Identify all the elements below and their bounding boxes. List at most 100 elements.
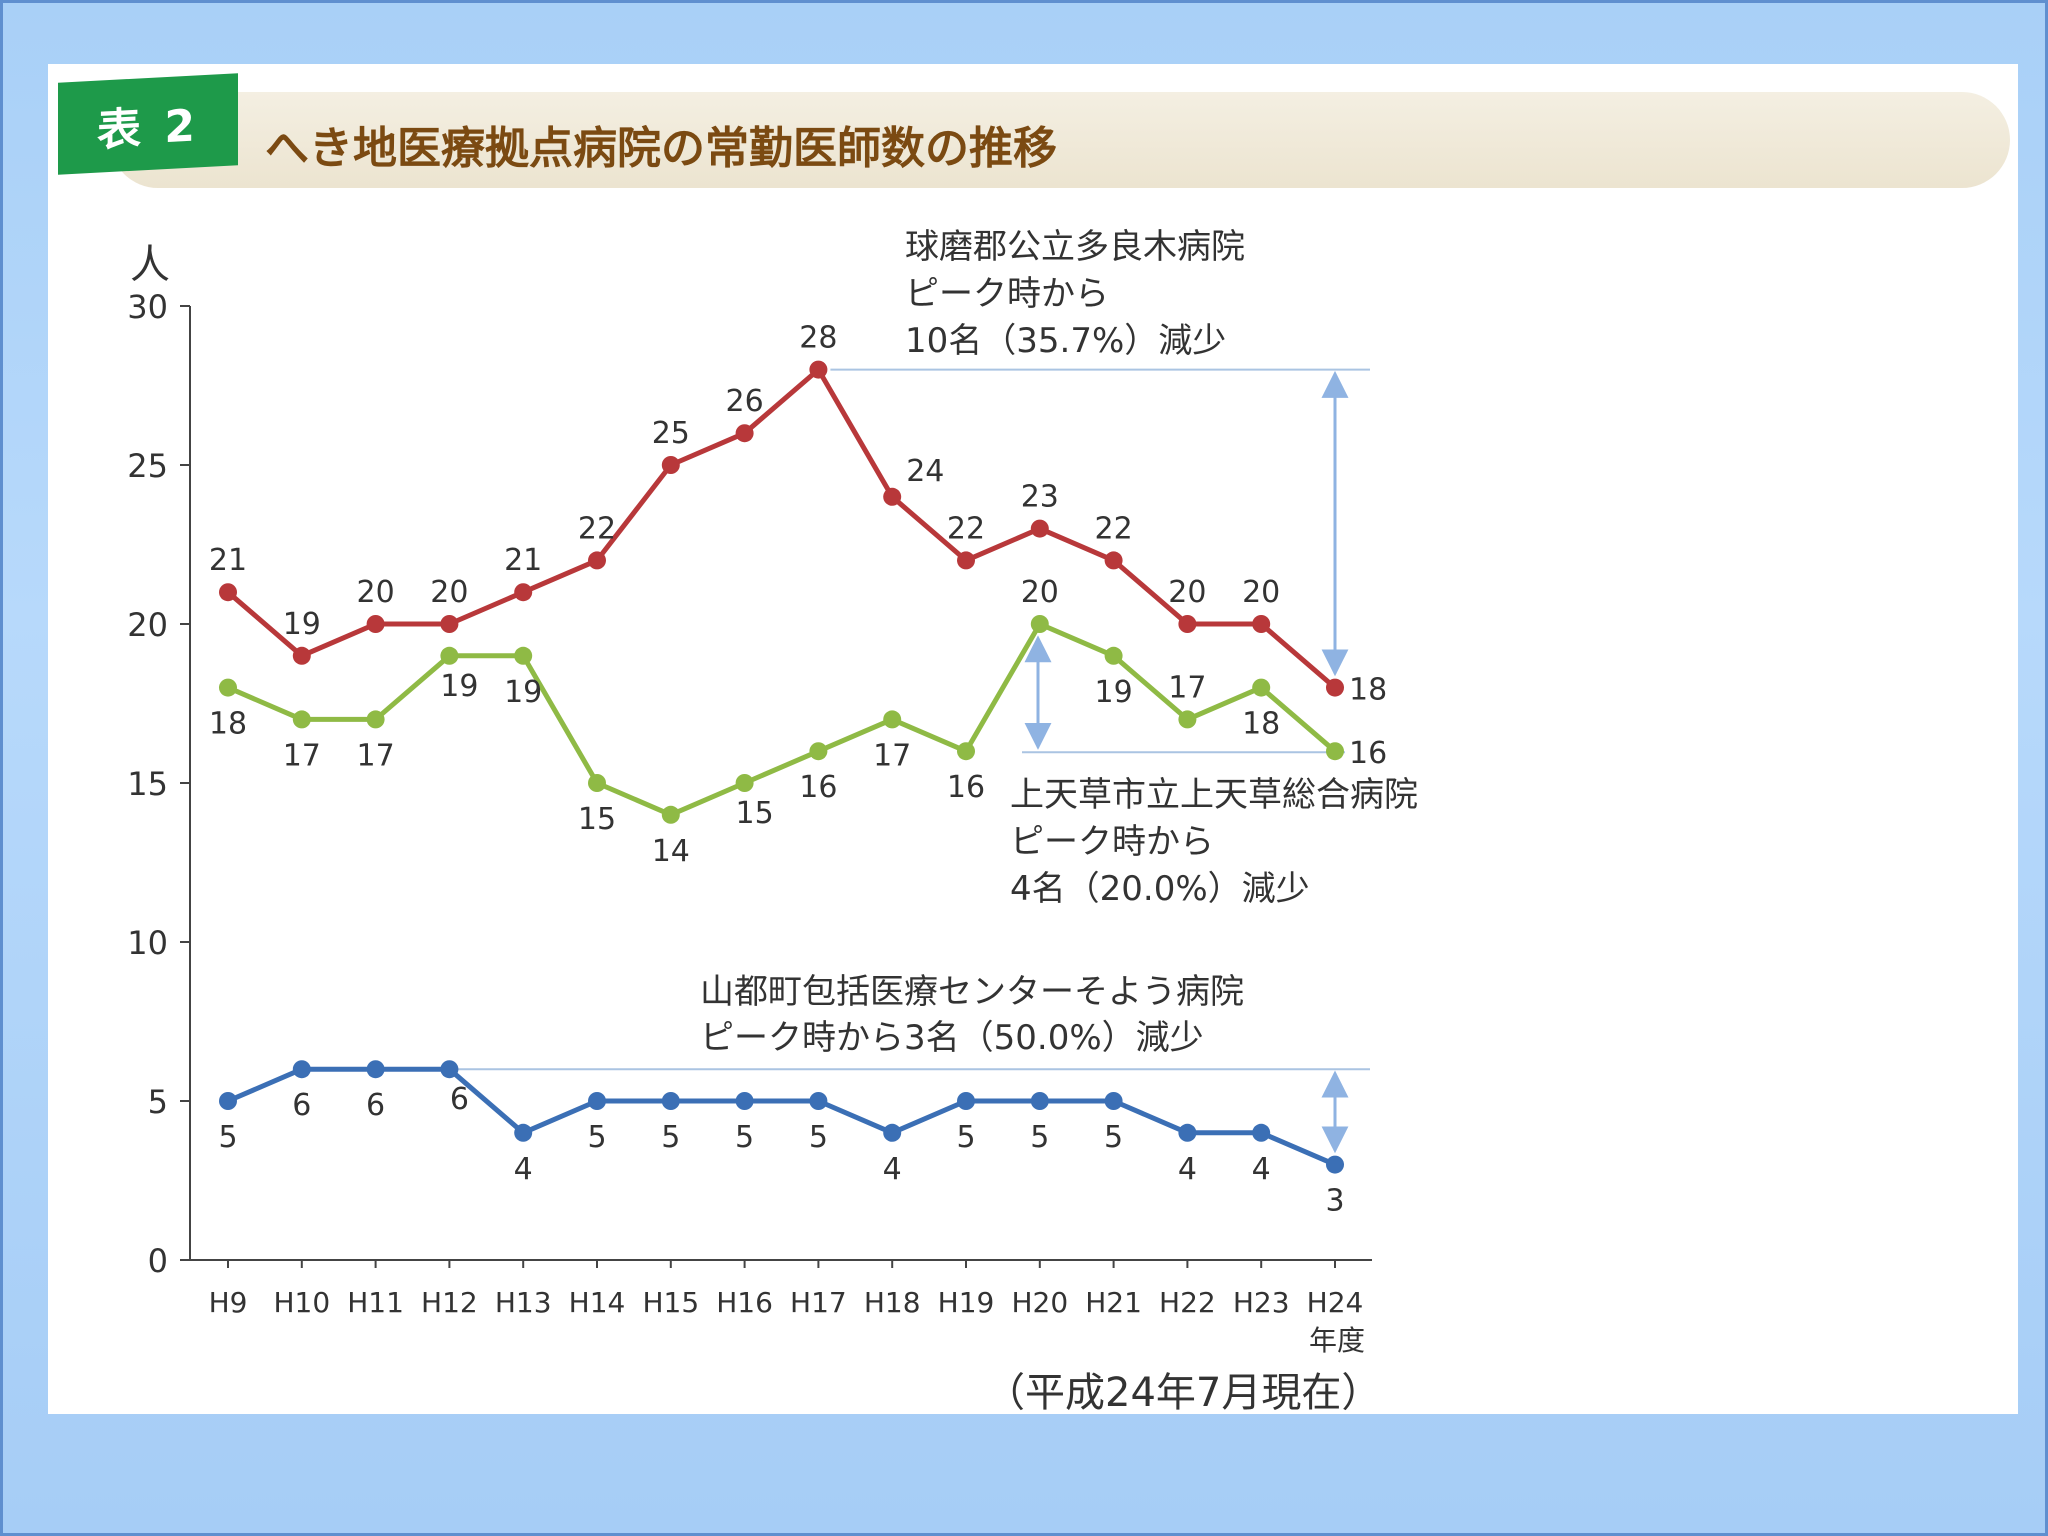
annotation-guides (313, 368, 1370, 1154)
data-point-blue (661, 1092, 680, 1110)
data-point-red (1326, 678, 1344, 697)
x-axis-label: 年度 (1309, 1324, 1365, 1357)
data-label-red: 22 (1095, 511, 1133, 546)
x-tick-label: H24 (1307, 1286, 1364, 1319)
data-label-green: 16 (799, 770, 837, 805)
annotation-line-green: 4名（20.0%）減少 (1010, 869, 1310, 909)
y-tick-label: 30 (127, 288, 168, 326)
data-label-red: 22 (578, 511, 616, 546)
y-tick-label: 5 (148, 1083, 168, 1121)
data-point-green (883, 710, 902, 729)
data-point-red (440, 615, 459, 633)
data-point-blue (809, 1092, 828, 1110)
x-tick-label: H18 (864, 1286, 921, 1319)
data-label-green: 18 (209, 707, 247, 742)
data-point-blue (1326, 1155, 1344, 1174)
x-tick-label: H20 (1011, 1286, 1068, 1319)
data-point-green (1178, 710, 1197, 729)
data-label-blue: 4 (1252, 1152, 1271, 1187)
annotation-line-red: 球磨郡公立多良木病院 (905, 227, 1245, 267)
data-point-blue (440, 1060, 459, 1079)
data-point-red (1252, 615, 1271, 633)
data-point-blue (735, 1092, 754, 1110)
data-label-blue: 5 (218, 1120, 237, 1155)
chart-title: へき地医療拠点病院の常勤医師数の推移 (265, 123, 1057, 174)
data-point-blue (1252, 1123, 1271, 1142)
data-point-green (1252, 678, 1271, 697)
data-point-green (366, 710, 385, 729)
data-point-green (1326, 742, 1344, 761)
annotation-line-blue: ピーク時から3名（50.0%）減少 (700, 1018, 1204, 1058)
data-label-blue: 3 (1325, 1184, 1344, 1219)
data-label-green: 17 (1168, 670, 1206, 705)
data-label-red: 19 (283, 607, 321, 642)
data-point-red (514, 583, 533, 602)
annotation-line-green: 上天草市立上天草総合病院 (1010, 775, 1418, 815)
data-point-blue (1030, 1092, 1049, 1110)
data-label-red: 26 (726, 384, 764, 419)
data-label-red: 24 (906, 454, 944, 489)
data-label-blue: 6 (450, 1082, 469, 1117)
annotation-line-green: ピーク時から (1010, 822, 1214, 862)
data-point-green (219, 678, 237, 697)
data-point-blue (588, 1092, 606, 1110)
data-label-blue: 4 (514, 1152, 533, 1187)
data-point-blue (1104, 1092, 1123, 1110)
data-label-green: 16 (1349, 736, 1387, 771)
data-point-red (1178, 615, 1197, 633)
annotation-line-red: ピーク時から (905, 274, 1109, 314)
data-point-blue (514, 1123, 533, 1142)
data-label-blue: 5 (587, 1120, 606, 1155)
data-label-green: 16 (947, 770, 985, 805)
series-line-green (227, 621, 1337, 818)
data-point-red (1030, 519, 1049, 538)
data-label-blue: 6 (366, 1088, 385, 1123)
data-label-blue: 4 (1178, 1152, 1197, 1187)
as-of-note: （平成24年7月現在） (985, 1370, 1382, 1416)
data-label-red: 18 (1349, 673, 1387, 708)
data-label-red: 23 (1021, 480, 1059, 515)
x-tick-label: H23 (1233, 1286, 1290, 1319)
x-tick-label: H19 (938, 1286, 995, 1319)
data-label-red: 20 (430, 575, 468, 610)
data-label-red: 20 (1242, 575, 1280, 610)
x-tick-label: H13 (495, 1286, 552, 1319)
data-label-blue: 5 (1104, 1120, 1123, 1155)
data-point-green (1030, 615, 1049, 633)
data-label-green: 14 (652, 834, 690, 869)
x-tick-label: H22 (1159, 1286, 1216, 1319)
y-tick-label: 15 (127, 765, 168, 803)
data-label-red: 22 (947, 511, 985, 546)
data-point-red (292, 646, 311, 665)
data-point-green (514, 646, 533, 665)
data-point-blue (366, 1060, 385, 1079)
data-point-blue (957, 1092, 975, 1110)
data-point-green (661, 805, 680, 824)
data-label-green: 19 (440, 669, 478, 704)
data-label-blue: 5 (735, 1120, 754, 1155)
data-label-red: 21 (209, 543, 247, 578)
data-label-blue: 5 (809, 1120, 828, 1155)
x-tick-label: H16 (716, 1286, 773, 1319)
data-point-green (440, 646, 459, 665)
data-label-green: 19 (504, 675, 542, 710)
y-axis-label: 人 (130, 242, 170, 288)
data-label-blue: 4 (883, 1152, 902, 1187)
data-label-green: 17 (873, 738, 911, 773)
x-tick-label: H9 (209, 1286, 248, 1319)
data-label-blue: 6 (292, 1088, 311, 1123)
data-label-blue: 5 (661, 1120, 680, 1155)
series-line-blue (227, 1066, 1336, 1167)
y-tick-label: 25 (127, 447, 168, 485)
data-label-red: 20 (357, 575, 395, 610)
data-point-red (1104, 551, 1123, 570)
data-label-red: 28 (799, 321, 837, 356)
data-label-red: 25 (652, 416, 690, 451)
data-point-green (588, 774, 606, 792)
x-tick-label: H11 (347, 1286, 404, 1319)
x-tick-label: H17 (790, 1286, 847, 1319)
data-point-red (809, 360, 828, 379)
data-label-green: 15 (578, 802, 616, 837)
